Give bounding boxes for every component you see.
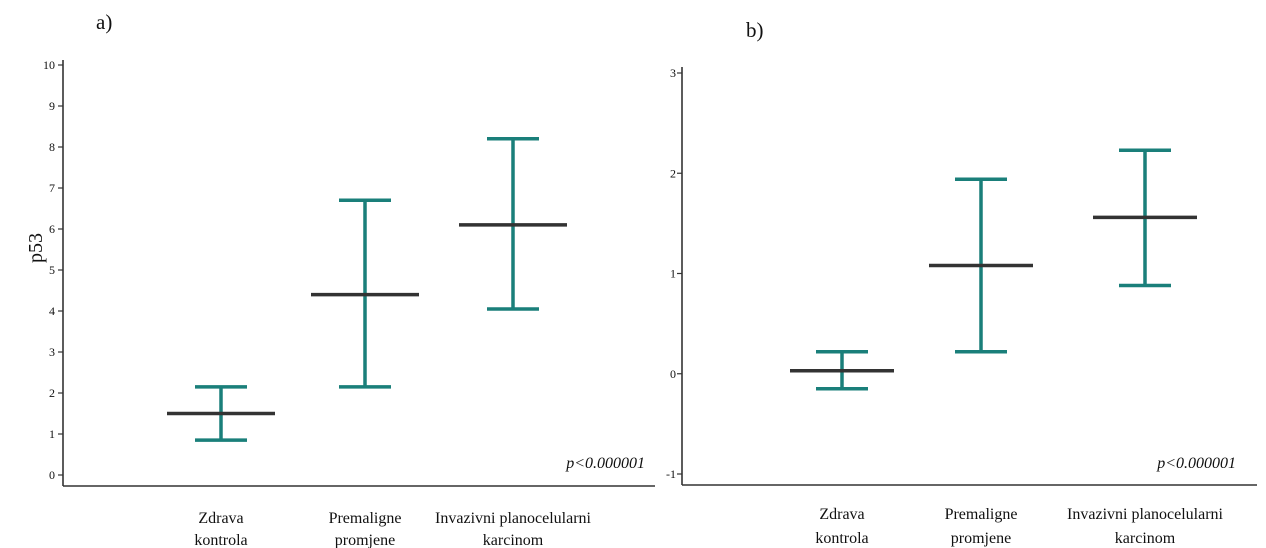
chart-b: b) -1 0 1 2 3 Zdrava kontrola Premaligne promje…	[666, 18, 1257, 547]
p-value-annotation-a: p<0.000001	[565, 455, 645, 472]
panel-label-a: a)	[96, 10, 112, 34]
category-label: karcinom	[1115, 530, 1176, 547]
chart-a: a) p53 0 1 2 3 4 5 6 7 8 9 10 Zdrava kontrola Premal…	[25, 10, 655, 548]
y-tick-label-a: 5	[49, 263, 55, 277]
y-tick-label-b: 0	[670, 367, 676, 381]
y-tick-label-a: 3	[49, 345, 55, 359]
category-label: Premaligne	[329, 510, 402, 527]
y-axis-label-a: p53	[25, 233, 47, 263]
panel-label-b: b)	[746, 18, 764, 42]
category-label: Premaligne	[945, 506, 1018, 523]
category-label: Invazivni planocelularni	[435, 510, 591, 527]
y-tick-label-a: 1	[49, 427, 55, 441]
p-value-annotation-b: p<0.000001	[1156, 455, 1236, 472]
y-tick-label-b: 3	[670, 66, 676, 80]
y-tick-label-a: 0	[49, 468, 55, 482]
y-tick-label-a: 10	[43, 58, 55, 72]
category-label: kontrola	[194, 532, 247, 548]
category-label: kontrola	[815, 530, 868, 547]
y-tick-label-a: 2	[49, 386, 55, 400]
category-label: karcinom	[483, 532, 544, 548]
category-label: promjene	[335, 532, 395, 548]
y-tick-label-b: -1	[666, 467, 676, 481]
category-label: Zdrava	[819, 506, 864, 523]
category-label: promjene	[951, 530, 1011, 547]
y-tick-label-a: 9	[49, 99, 55, 113]
y-tick-label-a: 4	[49, 304, 55, 318]
y-tick-label-a: 6	[49, 222, 55, 236]
y-tick-label-b: 2	[670, 166, 676, 180]
category-label: Invazivni planocelularni	[1067, 506, 1223, 523]
category-label: Zdrava	[198, 510, 243, 527]
y-tick-label-a: 7	[49, 181, 55, 195]
y-tick-label-b: 1	[670, 267, 676, 281]
y-tick-label-a: 8	[49, 140, 55, 154]
